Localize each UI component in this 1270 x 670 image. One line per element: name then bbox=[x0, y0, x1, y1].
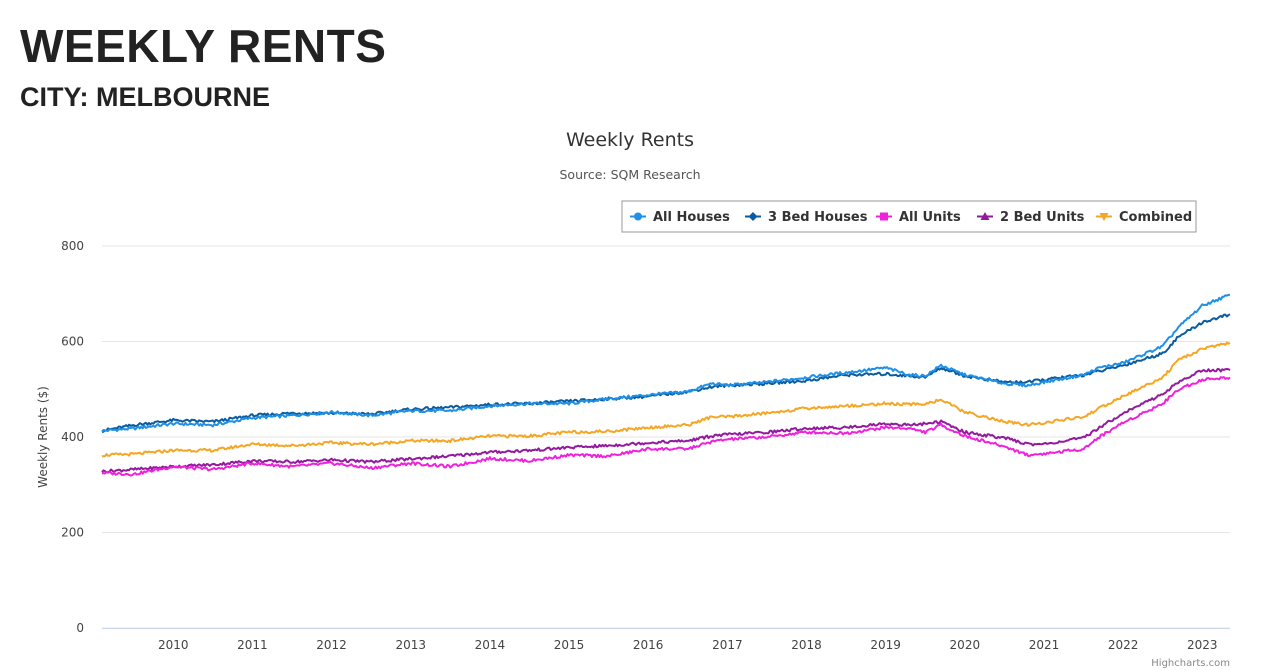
x-tick-label: 2021 bbox=[1029, 638, 1060, 652]
grid-lines bbox=[102, 245, 1230, 629]
x-tick-label: 2019 bbox=[870, 638, 901, 652]
series-line-3-bed-houses[interactable] bbox=[101, 313, 1231, 434]
page-subheading: CITY: MELBOURNE bbox=[20, 82, 270, 112]
x-tick-label: 2022 bbox=[1108, 638, 1139, 652]
page-heading: WEEKLY RENTS bbox=[20, 20, 387, 72]
triangle-down-marker-icon bbox=[1099, 213, 1109, 221]
legend-item-combined[interactable]: Combined bbox=[1096, 210, 1192, 225]
legend-label: 2 Bed Units bbox=[1000, 210, 1085, 225]
triangle-marker-icon bbox=[980, 212, 990, 220]
x-tick-label: 2018 bbox=[791, 638, 822, 652]
x-tick-label: 2016 bbox=[633, 638, 664, 652]
x-tick-label: 2017 bbox=[712, 638, 743, 652]
x-tick-label: 2023 bbox=[1187, 638, 1218, 652]
x-tick-label: 2015 bbox=[554, 638, 585, 652]
y-tick-label: 400 bbox=[61, 430, 84, 444]
square-marker-icon bbox=[880, 212, 888, 221]
y-tick-label: 0 bbox=[76, 621, 84, 635]
y-tick-label: 200 bbox=[61, 526, 84, 540]
x-tick-label: 2010 bbox=[158, 638, 189, 652]
x-tick-label: 2013 bbox=[395, 638, 426, 652]
credits-link[interactable]: Highcharts.com bbox=[1151, 658, 1230, 669]
x-tick-label: 2014 bbox=[475, 638, 506, 652]
legend-item-all-houses[interactable]: All Houses bbox=[630, 210, 730, 225]
plot-series bbox=[101, 293, 1231, 477]
legend: All Houses 3 Bed Houses All Units 2 Bed Uni… bbox=[621, 200, 1197, 233]
circle-marker-icon bbox=[634, 212, 642, 221]
x-tick-label: 2012 bbox=[316, 638, 347, 652]
series-line-combined[interactable] bbox=[101, 341, 1231, 458]
series-line-all-units[interactable] bbox=[101, 376, 1231, 477]
series-line-2-bed-units[interactable] bbox=[101, 367, 1231, 474]
y-tick-label: 600 bbox=[61, 335, 84, 349]
legend-item-3-bed-houses[interactable]: 3 Bed Houses bbox=[745, 210, 868, 225]
legend-item-all-units[interactable]: All Units bbox=[876, 210, 961, 225]
chart-title: Weekly Rents bbox=[566, 129, 694, 151]
x-axis-ticks: 2010 2011 2012 2013 2014 2015 2016 2017 2018 2019… bbox=[102, 628, 1230, 652]
y-axis-title: Weekly Rents ($) bbox=[36, 386, 50, 488]
legend-label: All Units bbox=[899, 210, 961, 225]
x-tick-label: 2011 bbox=[237, 638, 268, 652]
legend-label: 3 Bed Houses bbox=[768, 210, 868, 225]
chart-subtitle: Source: SQM Research bbox=[560, 167, 701, 182]
y-axis-ticks: 0 200 400 600 800 bbox=[61, 239, 84, 635]
x-tick-label: 2020 bbox=[950, 638, 981, 652]
series-line-all-houses[interactable] bbox=[101, 293, 1231, 433]
legend-label: All Houses bbox=[653, 210, 730, 225]
y-tick-label: 800 bbox=[61, 239, 84, 253]
diamond-marker-icon bbox=[748, 212, 758, 221]
legend-label: Combined bbox=[1119, 210, 1192, 225]
legend-item-2-bed-units[interactable]: 2 Bed Units bbox=[977, 210, 1085, 225]
